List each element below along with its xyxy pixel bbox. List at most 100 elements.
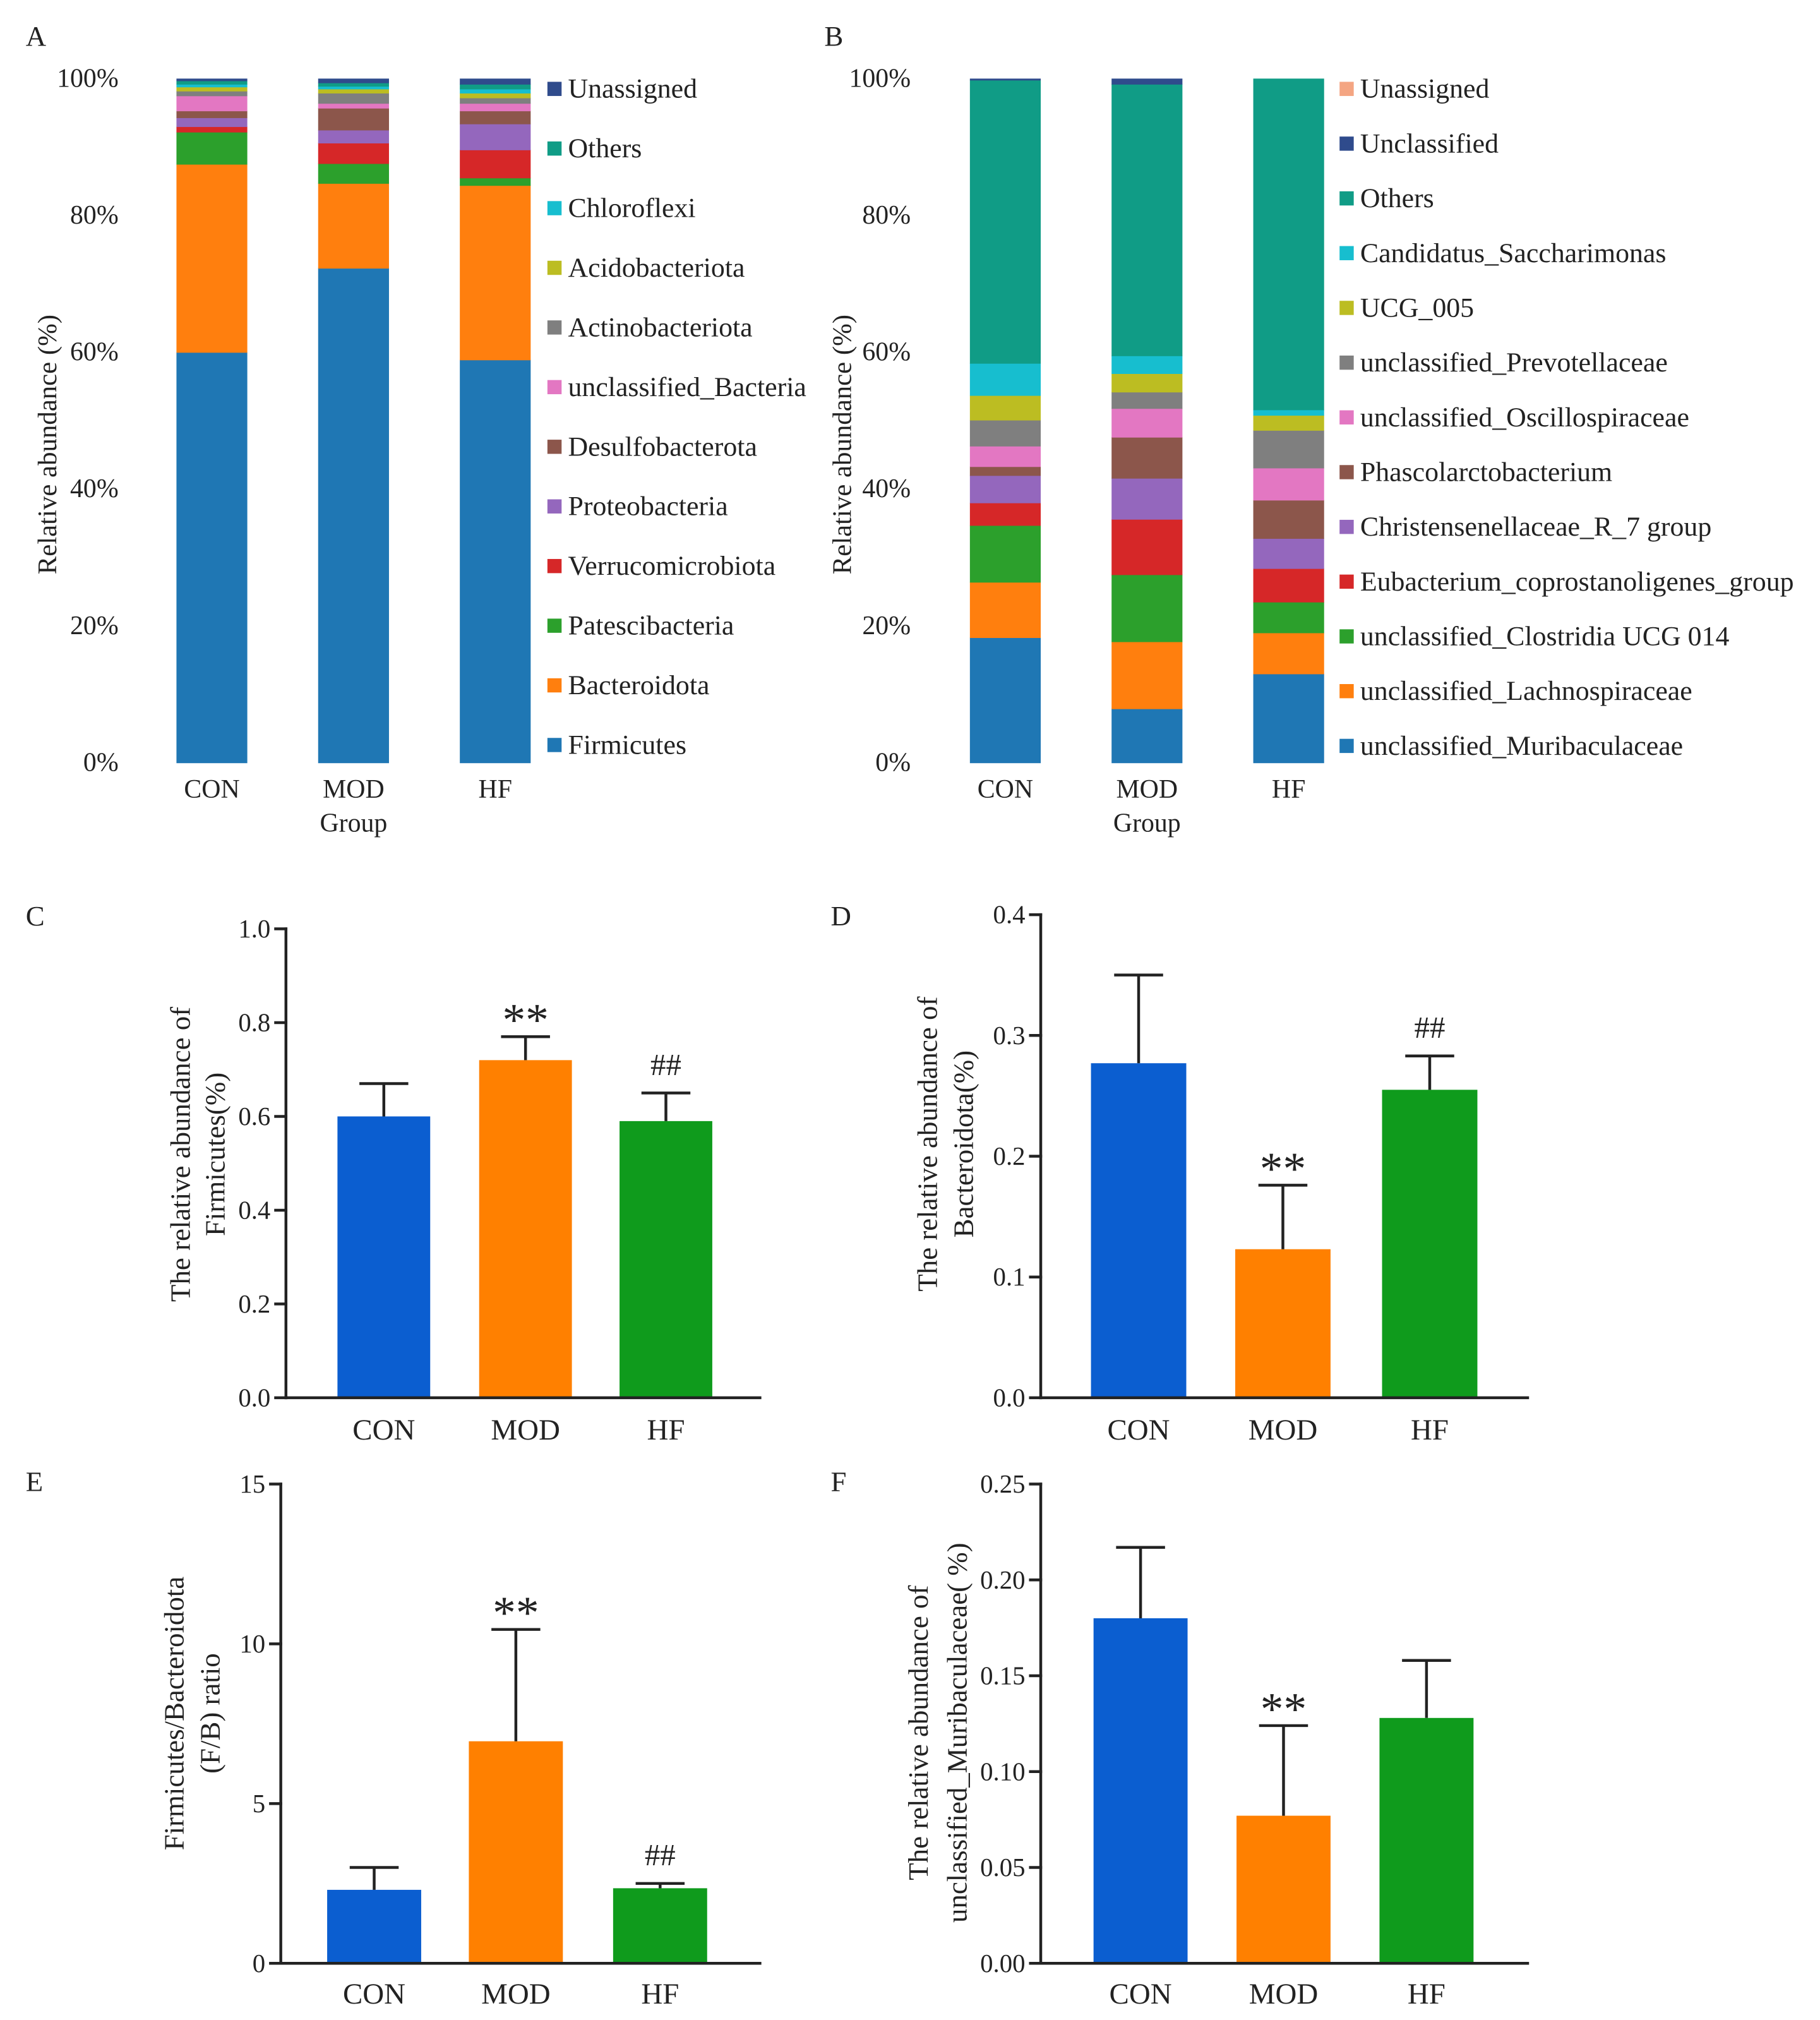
panel-c-ytick-label-4: 0.8 [238, 1008, 270, 1037]
panel-a-segment-con-patescibacteria [176, 131, 248, 165]
panel-b-legend-swatch-eubacterium-coprostanoligenes-group [1339, 574, 1354, 589]
panel-b-legend-label-unclassified-prevotellaceae: unclassified_Prevotellaceae [1360, 347, 1668, 378]
panel-b-segment-mod-phascolarctobacterium [1111, 436, 1183, 479]
panel-e-bar-hf [613, 1888, 707, 1964]
panel-e-letter: E [26, 1465, 43, 1497]
panel-a: A 0% 20% 40% 60% 80% 100% Relative abundance (%… [26, 20, 806, 838]
panel-d-y-axis-label-line-1: The relative abundance of [912, 997, 943, 1292]
panel-a-ytick-label-1: 20% [70, 611, 119, 640]
panel-b-segment-mod-unclassified [1111, 78, 1183, 85]
panel-a-segment-mod-proteobacteria [318, 129, 389, 144]
panel-b-y-axis-label: Relative abundance (%) [827, 315, 857, 574]
panel-b-legend-label-ucg-005: UCG_005 [1360, 292, 1474, 323]
panel-b-segment-mod-unclassified-clostridia-ucg-014 [1111, 574, 1183, 642]
panel-d: D CON ** MOD ## HF 0.0 0.1 0.2 0.3 0.4 The relative… [831, 900, 1530, 1446]
panel-d-letter: D [831, 900, 851, 932]
panel-a-segment-hf-desulfobacterota [460, 111, 531, 124]
panel-a-legend-swatch-proteobacteria [547, 499, 562, 514]
panel-b-segment-mod-ucg-005 [1111, 373, 1183, 393]
panel-a-legend-swatch-firmicutes [547, 738, 562, 752]
panel-c: C CON ** MOD ## HF 0.0 0.2 0.4 0.6 0.8 1.0 The relat… [26, 900, 762, 1446]
panel-e-y-axis-label-line-1: Firmicutes/Bacteroidota [158, 1577, 189, 1851]
panel-a-legend-item-chloroflexi: Chloroflexi [547, 193, 696, 224]
panel-f-ytick-label-4: 0.20 [980, 1566, 1025, 1594]
panel-a-segment-con-verrucomicrobiota [176, 126, 248, 133]
panel-a-letter: A [26, 20, 47, 52]
panel-a-legend-swatch-acidobacteriota [547, 260, 562, 275]
panel-b-legend-item-candidatus-saccharimonas: Candidatus_Saccharimonas [1339, 238, 1666, 268]
panel-c-bar-con [337, 1116, 431, 1398]
panel-a-segment-mod-unclassified-bacteria [318, 103, 389, 109]
panel-a-legend-item-firmicutes: Firmicutes [547, 730, 686, 760]
panel-f-y-axis-label-line-2: unclassified_Muribaculaceae( %) [941, 1542, 973, 1923]
panel-a-segment-con-proteobacteria [176, 117, 248, 128]
panel-a-x-axis-label: Group [320, 809, 387, 838]
panel-a-legend-label-others: Others [568, 133, 642, 164]
panel-b-legend-item-eubacterium-coprostanoligenes-group: Eubacterium_coprostanoligenes_group [1339, 567, 1794, 597]
panel-e-xtick-label-hf: HF [641, 1978, 679, 2011]
panel-a-segment-mod-desulfobacterota [318, 107, 389, 131]
panel-a-segment-con-others [176, 80, 248, 85]
panel-a-legend-swatch-bacteroidota [547, 678, 562, 693]
panel-b-segment-con-unclassified-lachnospiraceae [969, 582, 1041, 639]
panel-b-legend-label-unclassified-clostridia-ucg-014: unclassified_Clostridia UCG 014 [1360, 622, 1730, 652]
panel-b-ytick-label-1: 20% [862, 611, 911, 640]
panel-a-segment-hf-patescibacteria [460, 177, 531, 186]
panel-f-xtick-label-con: CON [1110, 1978, 1172, 2011]
panel-c-ytick-label-5: 1.0 [238, 915, 270, 943]
panel-a-segment-hf-others [460, 84, 531, 90]
panel-a-segment-mod-bacteroidota [318, 183, 389, 269]
panel-d-ytick-label-1: 0.1 [993, 1263, 1026, 1291]
panel-b-segment-con-unclassified-muribaculaceae [969, 637, 1041, 764]
panel-e-ytick-label-2: 10 [239, 1630, 265, 1658]
panel-d-xtick-label-hf: HF [1411, 1414, 1449, 1446]
panel-b-ytick-label-2: 40% [862, 474, 911, 503]
panel-b-legend-item-unclassified-muribaculaceae: unclassified_Muribaculaceae [1339, 731, 1683, 761]
panel-b-legend-item-unclassified-oscillospiraceae: unclassified_Oscillospiraceae [1339, 402, 1689, 433]
panel-e-ytick-label-3: 15 [239, 1470, 265, 1498]
panel-e-ytick-label-0: 0 [253, 1949, 265, 1978]
panel-b-ytick-label-0: 0% [875, 748, 911, 777]
panel-f-letter: F [831, 1465, 847, 1497]
panel-e-significance-hf: ## [645, 1837, 676, 1872]
panel-a-segment-mod-verrucomicrobiota [318, 143, 389, 164]
panel-a-legend-swatch-verrucomicrobiota [547, 558, 562, 574]
panel-d-ytick-label-2: 0.2 [993, 1142, 1026, 1170]
panel-c-ytick-label-0: 0.0 [238, 1383, 270, 1412]
panel-a-segment-hf-proteobacteria [460, 123, 531, 150]
panel-b-legend-swatch-unclassified-prevotellaceae [1339, 355, 1354, 370]
panel-e-significance-mod: ** [493, 1587, 539, 1638]
panel-b-legend-swatch-unclassified [1339, 136, 1354, 151]
panel-b-segment-mod-unclassified-prevotellaceae [1111, 392, 1183, 409]
panel-b-legend-swatch-unclassified-oscillospiraceae [1339, 410, 1354, 425]
panel-b-segment-hf-phascolarctobacterium [1253, 500, 1324, 539]
panel-e-ytick-label-1: 5 [253, 1789, 265, 1818]
panel-f-xtick-label-mod: MOD [1249, 1978, 1318, 2011]
panel-b-ytick-label-3: 60% [862, 338, 911, 367]
panel-e-xtick-label-con: CON [343, 1978, 405, 2011]
panel-b-legend-label-unclassified: Unclassified [1360, 128, 1499, 159]
panel-e: E CON ** MOD ## HF 0 5 10 15 Firmicutes/Bacteroido… [26, 1465, 762, 2011]
panel-c-y-axis-label-line-2: Firmicutes(%) [200, 1073, 231, 1236]
panel-b-legend-label-unclassified-oscillospiraceae: unclassified_Oscillospiraceae [1360, 402, 1689, 433]
panel-e-bar-con [327, 1889, 421, 1964]
panel-f-ytick-label-5: 0.25 [980, 1470, 1025, 1498]
panel-a-ytick-label-0: 0% [83, 748, 119, 777]
panel-c-significance-mod: ** [502, 994, 548, 1045]
panel-f-ytick-label-2: 0.10 [980, 1757, 1025, 1786]
panel-b-segment-mod-candidatus-saccharimonas [1111, 356, 1183, 374]
panel-d-ytick-label-3: 0.3 [993, 1021, 1026, 1050]
panel-b-segment-hf-unclassified-muribaculaceae [1253, 673, 1324, 764]
panel-a-legend-label-chloroflexi: Chloroflexi [568, 193, 695, 224]
panel-a-segment-con-desulfobacterota [176, 111, 248, 118]
panel-a-legend-item-desulfobacterota: Desulfobacterota [547, 431, 757, 462]
panel-d-bar-hf [1382, 1090, 1478, 1398]
panel-a-segment-mod-unassigned [318, 78, 389, 83]
panel-a-segment-mod-acidobacteriota [318, 88, 389, 93]
panel-a-legend-label-unclassified-bacteria: unclassified_Bacteria [568, 372, 806, 402]
panel-b-legend-item-phascolarctobacterium: Phascolarctobacterium [1339, 457, 1612, 487]
panel-a-segment-mod-firmicutes [318, 268, 389, 764]
panel-d-xtick-label-mod: MOD [1248, 1414, 1317, 1446]
panel-a-legend-item-acidobacteriota: Acidobacteriota [547, 253, 745, 283]
